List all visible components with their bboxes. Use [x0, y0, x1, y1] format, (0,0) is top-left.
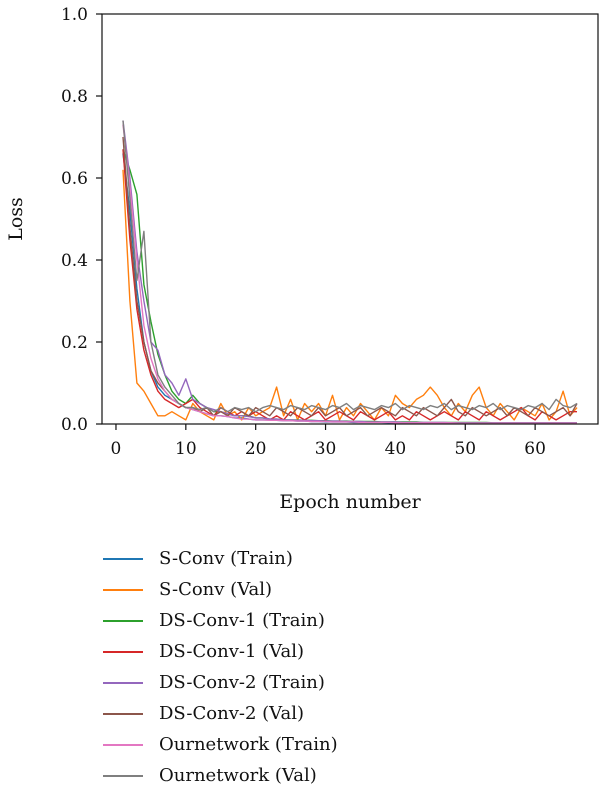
x-tick-label: 20: [245, 439, 267, 459]
legend-swatch: [103, 774, 143, 777]
series-line-1: [122, 153, 577, 424]
legend-swatch: [103, 743, 143, 746]
legend-label: S-Conv (Val): [159, 579, 273, 600]
legend-item: Ournetwork (Val): [103, 760, 403, 791]
legend-label: DS-Conv-2 (Train): [159, 672, 325, 693]
series-line-2: [122, 169, 578, 421]
series-line-4: [122, 149, 577, 421]
y-tick-label: 0.8: [61, 87, 88, 107]
x-tick-label: 40: [385, 439, 407, 459]
y-tick-label: 0.4: [61, 251, 88, 271]
y-tick-label: 0.2: [61, 333, 88, 353]
x-tick-label: 10: [175, 439, 197, 459]
legend-item: DS-Conv-1 (Train): [103, 605, 403, 636]
x-tick-label: 30: [315, 439, 337, 459]
y-axis-title: Loss: [5, 197, 27, 241]
legend-label: Ournetwork (Val): [159, 765, 317, 786]
loss-chart: 0 10 20 30 40 50 60 0.0 0.2 0.4 0.6 0.8 1.0 Epoch n…: [5, 5, 599, 513]
legend-swatch: [103, 712, 143, 715]
series-line-8: [122, 120, 578, 413]
series-line-5: [122, 120, 577, 424]
legend-swatch: [103, 619, 143, 622]
x-tick-label: 60: [524, 439, 546, 459]
series-line-3: [122, 149, 577, 424]
y-tick-label: 0.6: [61, 169, 88, 189]
legend-label: DS-Conv-2 (Val): [159, 703, 305, 724]
legend-label: Ournetwork (Train): [159, 734, 338, 755]
series-line-6: [122, 136, 578, 417]
y-tick-label: 1.0: [61, 5, 88, 25]
legend: S-Conv (Train) S-Conv (Val) DS-Conv-1 (Tra…: [103, 543, 403, 791]
legend-item: S-Conv (Train): [103, 543, 403, 574]
legend-item: DS-Conv-2 (Val): [103, 698, 403, 729]
legend-swatch: [103, 588, 143, 591]
legend-swatch: [103, 557, 143, 560]
series-layer: [122, 120, 578, 424]
legend-swatch: [103, 650, 143, 653]
y-axis: 0.0 0.2 0.4 0.6 0.8 1.0: [61, 5, 102, 435]
legend-item: DS-Conv-2 (Train): [103, 667, 403, 698]
x-axis-title: Epoch number: [279, 491, 421, 513]
series-line-7: [122, 124, 577, 424]
legend-label: DS-Conv-1 (Val): [159, 641, 305, 662]
legend-label: S-Conv (Train): [159, 548, 293, 569]
legend-swatch: [103, 681, 143, 684]
plot-frame: [101, 13, 599, 425]
x-axis: 0 10 20 30 40 50 60: [111, 424, 546, 459]
legend-item: S-Conv (Val): [103, 574, 403, 605]
legend-item: DS-Conv-1 (Val): [103, 636, 403, 667]
legend-label: DS-Conv-1 (Train): [159, 610, 325, 631]
legend-item: Ournetwork (Train): [103, 729, 403, 760]
x-tick-label: 0: [111, 439, 122, 459]
y-tick-label: 0.0: [61, 415, 88, 435]
x-tick-label: 50: [454, 439, 476, 459]
